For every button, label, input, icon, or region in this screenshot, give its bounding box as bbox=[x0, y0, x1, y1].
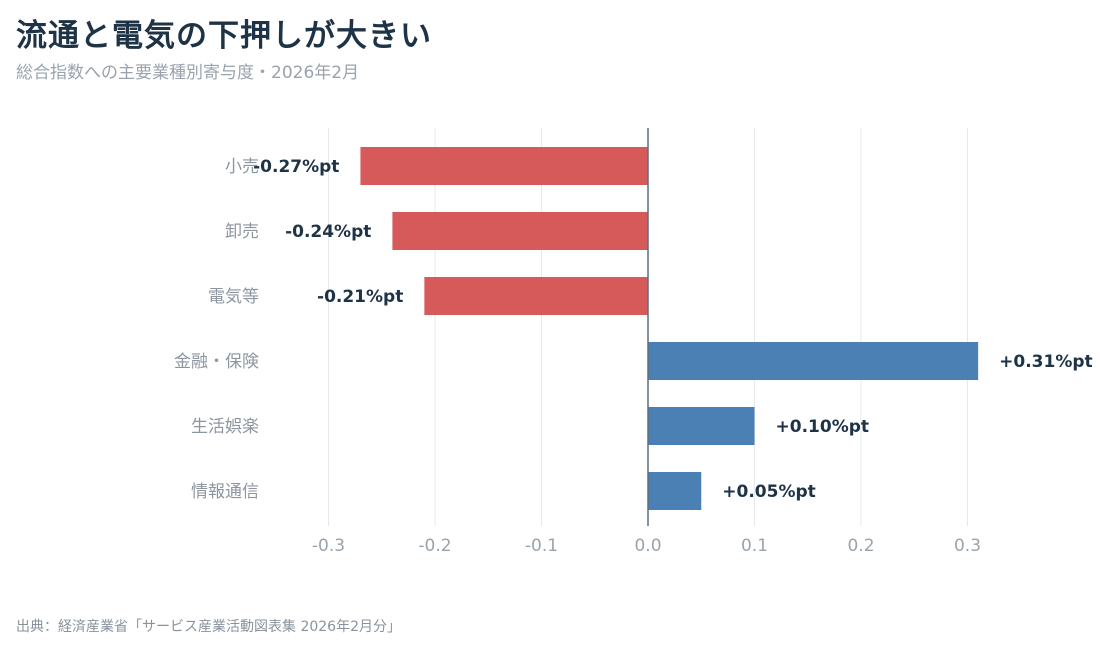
category-label: 小売 bbox=[225, 157, 259, 177]
bar-chart: -0.3 -0.2 -0.1 0.0 0.1 0.2 0.3 小売-0.27%pt 卸売 -0.… bbox=[174, 128, 1093, 556]
value-label: -0.21%pt bbox=[317, 287, 403, 307]
bar bbox=[360, 147, 648, 185]
x-tick-label: 0.2 bbox=[847, 536, 874, 556]
category-label: 情報通信 bbox=[191, 482, 259, 502]
bar bbox=[648, 407, 755, 445]
chart-subtitle: 総合指数への主要業種別寄与度・2026年2月 bbox=[16, 63, 360, 83]
category-label: 電気等 bbox=[208, 287, 259, 307]
bar bbox=[648, 472, 702, 510]
category-label: 生活娯楽 bbox=[191, 417, 259, 437]
category-label: 卸売 bbox=[225, 222, 259, 242]
x-tick-label: -0.2 bbox=[418, 536, 451, 556]
bar bbox=[648, 342, 979, 380]
x-tick-label: -0.1 bbox=[525, 536, 558, 556]
x-tick-label: 0.1 bbox=[741, 536, 768, 556]
category-label: 金融・保険 bbox=[174, 352, 259, 372]
x-tick-label: 0.3 bbox=[954, 536, 981, 556]
x-tick-label: 0.0 bbox=[634, 536, 661, 556]
value-label: +0.10%pt bbox=[776, 417, 870, 437]
value-label: +0.31%pt bbox=[999, 352, 1093, 372]
source-note: 出典：経済産業省「サービス産業活動図表集 2026年2月分」 bbox=[16, 619, 401, 635]
bar bbox=[392, 212, 648, 250]
value-label: -0.27%pt bbox=[253, 157, 339, 177]
value-label: -0.24%pt bbox=[285, 222, 371, 242]
bar bbox=[424, 277, 648, 315]
x-tick-label: -0.3 bbox=[312, 536, 345, 556]
chart-title: 流通と電気の下押しが大きい bbox=[16, 18, 432, 54]
value-label: +0.05%pt bbox=[722, 482, 816, 502]
